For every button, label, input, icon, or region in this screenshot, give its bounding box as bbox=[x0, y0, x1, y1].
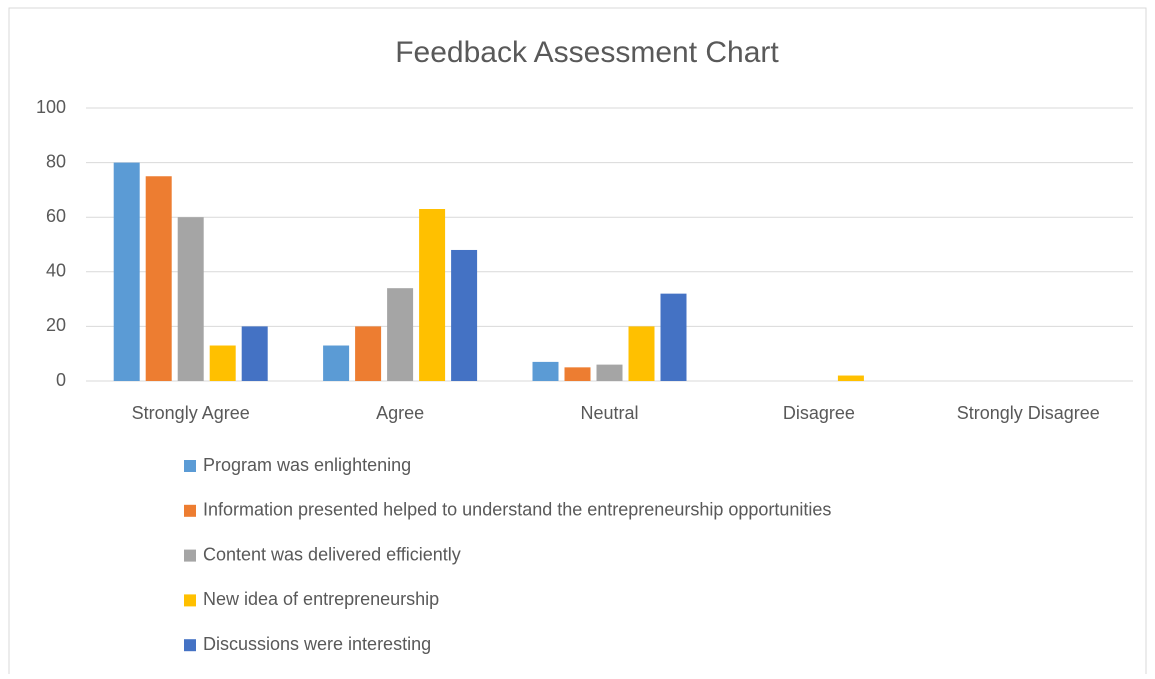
bar bbox=[451, 249, 478, 381]
y-tick-label: 20 bbox=[46, 315, 66, 335]
x-tick-label: Strongly Agree bbox=[132, 403, 250, 423]
chart-title: Feedback Assessment Chart bbox=[395, 36, 779, 69]
bar bbox=[177, 217, 204, 381]
bar bbox=[113, 162, 140, 381]
bar bbox=[596, 364, 623, 381]
bar bbox=[628, 326, 655, 381]
legend-swatch bbox=[184, 460, 196, 472]
legend-label: New idea of entrepreneurship bbox=[203, 589, 439, 609]
legend-label: Content was delivered efficiently bbox=[203, 544, 461, 564]
legend-label: Program was enlightening bbox=[203, 455, 411, 475]
x-tick-label: Agree bbox=[376, 403, 424, 423]
y-tick-label: 40 bbox=[46, 261, 66, 281]
bar bbox=[564, 367, 591, 381]
legend-swatch bbox=[184, 549, 196, 562]
y-tick-label: 100 bbox=[36, 97, 66, 117]
bar bbox=[241, 326, 268, 381]
y-tick-label: 0 bbox=[56, 370, 66, 390]
x-tick-label: Neutral bbox=[580, 403, 638, 423]
legend-swatch bbox=[184, 504, 196, 517]
x-tick-label: Strongly Disagree bbox=[957, 403, 1100, 423]
bar bbox=[323, 345, 350, 381]
bar bbox=[532, 361, 559, 381]
y-tick-label: 80 bbox=[46, 151, 66, 171]
x-tick-label: Disagree bbox=[783, 403, 855, 423]
bar bbox=[355, 326, 382, 381]
legend-swatch bbox=[184, 594, 196, 607]
bar bbox=[387, 288, 414, 381]
bar bbox=[209, 345, 236, 381]
bar bbox=[145, 176, 172, 381]
legend-label: Discussions were interesting bbox=[203, 634, 431, 654]
legend-label: Information presented helped to understa… bbox=[203, 500, 831, 520]
bar bbox=[837, 375, 864, 381]
legend-swatch bbox=[184, 639, 196, 652]
y-tick-label: 60 bbox=[46, 206, 66, 226]
bar bbox=[419, 209, 446, 381]
bar bbox=[660, 293, 687, 381]
